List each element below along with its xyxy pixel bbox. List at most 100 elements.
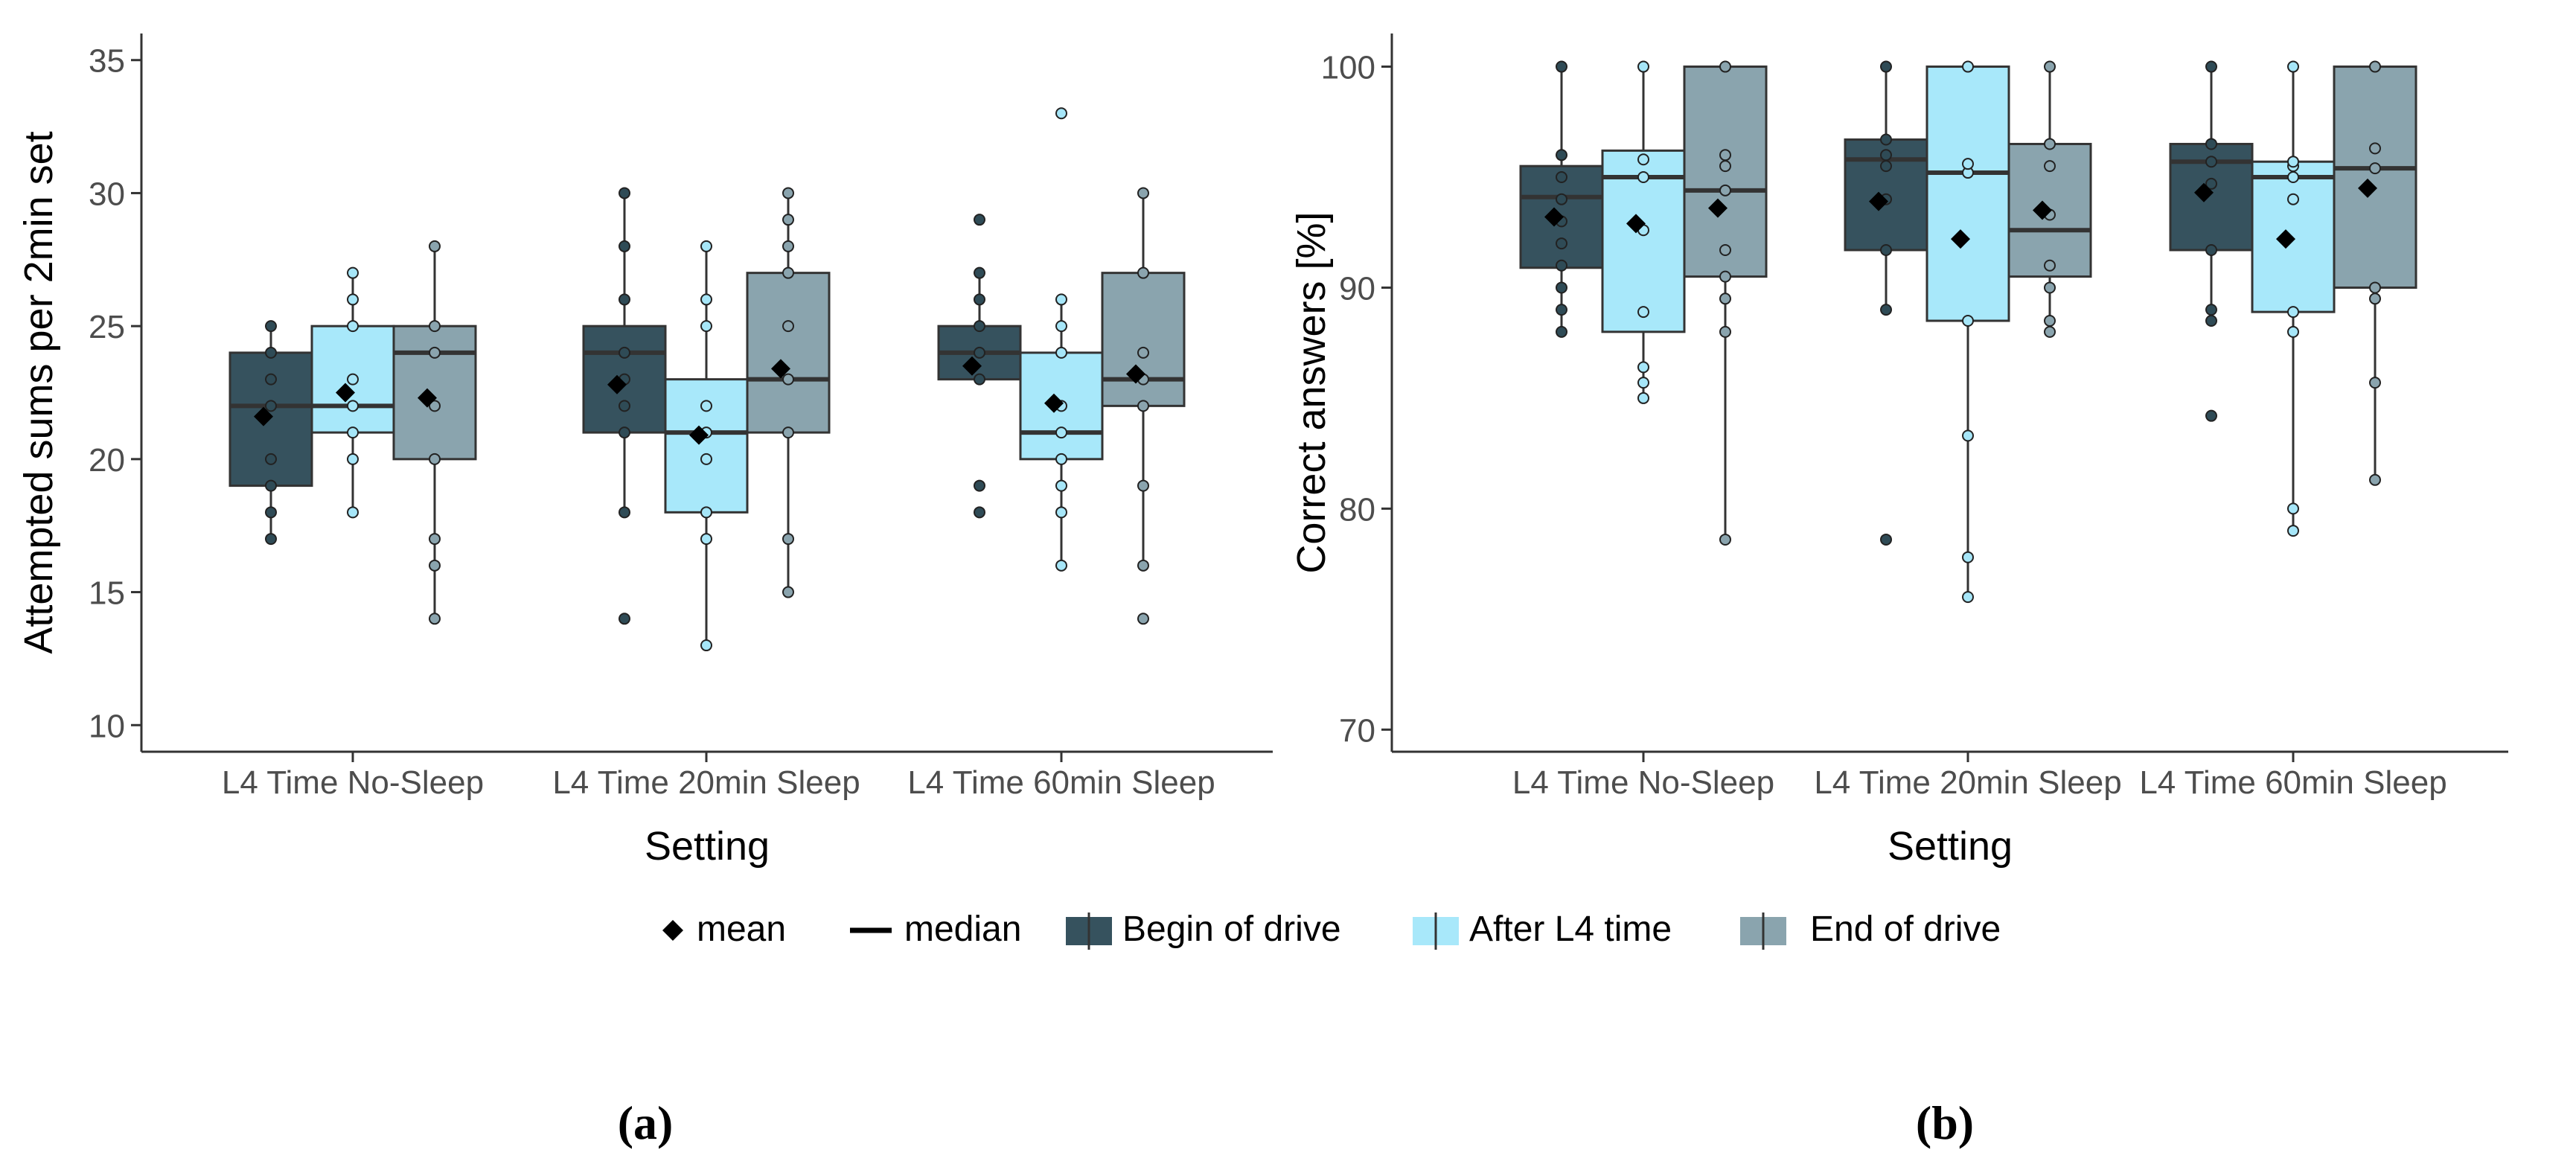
legend-end-label: End of drive (1810, 910, 2001, 949)
panel-b-end-cat1-data-point (1719, 243, 1731, 256)
panel-b-after-cat1-data-point (1637, 306, 1649, 319)
panel-b-after-cat3-data-point (2287, 193, 2299, 205)
panel-a-x-tick-label: L4 Time 20min Sleep (552, 764, 860, 801)
panel-b-after-cat2-data-point (1962, 551, 1974, 563)
panel-a-begin-cat1-mean-marker (254, 406, 273, 426)
panel-b-after-cat3-data-point (2287, 156, 2299, 168)
panel-b-y-tick-label: 100 (1321, 50, 1375, 86)
panel-a-after-cat1-data-point (347, 373, 359, 386)
panel-a-begin-cat3-mean-marker (962, 356, 982, 376)
panel-a-end-cat2-data-point (782, 240, 794, 252)
panel-a-y-axis-title: Attempted sums per 2min set (16, 131, 61, 653)
panel-b-end-cat1-data-point (1719, 533, 1731, 546)
panel-b-end-cat2-data-point (2044, 259, 2056, 272)
panel-b-begin-cat3-data-point (2205, 243, 2217, 256)
panel-a-begin-cat3-data-point (974, 293, 985, 306)
panel-a-end-cat3-mean-marker (1126, 364, 1145, 384)
panel-a-after-cat2-data-point (700, 533, 712, 546)
panel-a-end-cat3-data-point (1137, 346, 1149, 359)
panel-a-x-tick-label: L4 Time No-Sleep (222, 764, 484, 801)
panel-a-begin-cat3-data-point (974, 320, 985, 333)
panel-a-y-tick-label: 35 (89, 43, 125, 80)
panel-b-begin-cat2-data-point (1880, 533, 1892, 546)
panel-b-begin-cat3-data-point (2205, 177, 2217, 190)
panel-a-after-cat3-data-point (1055, 453, 1067, 465)
panel-a-end-cat2-data-point (782, 320, 794, 333)
panel-b-end-cat1-data-point (1719, 160, 1731, 173)
legend: mean median Begin of drive After L4 time… (662, 910, 2001, 950)
panel-a-end-cat2-data-point (782, 187, 794, 199)
panel-b-begin-cat3-mean-marker (2194, 182, 2214, 202)
panel-a-end-cat3-box (1101, 272, 1186, 407)
panel-b-end-cat1-data-point (1719, 184, 1731, 196)
panel-a-after-cat1-data-point (347, 320, 359, 333)
panel-b-end-cat2-data-point (2044, 160, 2056, 173)
panel-a-y-tick-label: 25 (89, 309, 125, 345)
panel-b-begin-cat2-data-point (1880, 304, 1892, 316)
panel-b-begin-cat1-data-point (1556, 237, 1567, 250)
panel-b-x-tick-label: L4 Time No-Sleep (1512, 764, 1774, 801)
panel-a-begin-cat1-data-point (265, 506, 277, 519)
panel-a-end-cat2-data-point (782, 373, 794, 386)
panel-a-begin-cat2-mean-marker (607, 374, 627, 394)
panel-b-x-tick-label: L4 Time 20min Sleep (1814, 764, 2121, 801)
panel-a-after-cat2-data-point (700, 453, 712, 465)
panel-a-after-cat1-data-point (347, 426, 359, 439)
panel-a-begin-cat3-data-point (974, 373, 985, 386)
panel-b-end-cat3-data-point (2369, 473, 2381, 486)
panel-a-begin-cat3-data-point (974, 479, 985, 492)
panel-a-begin-cat2-data-point (619, 187, 630, 199)
panel-a-after-cat2-mean-marker (689, 425, 709, 445)
panel-b-begin-cat2-data-point (1880, 60, 1892, 73)
panel-a-begin-cat2-data-point (619, 240, 630, 252)
panel-a-begin-cat3-data-point (974, 506, 985, 519)
panel-b-end-cat3-data-point (2369, 377, 2381, 389)
panel-b-end-cat2-data-point (2044, 60, 2056, 73)
panel-a-begin-cat3-data-point (974, 214, 985, 226)
panel-b-after-cat2-mean-marker (1951, 229, 1970, 249)
panel-b-end-cat2-data-point (2044, 315, 2056, 327)
panel-b-end-cat3-data-point (2369, 281, 2381, 294)
panel-b-after-cat2-data-point (1962, 158, 1974, 170)
panel-a-begin-cat1-box (228, 351, 313, 488)
panel-b-end-cat3-box (2333, 65, 2417, 289)
panel-a-after-cat1-data-point (347, 293, 359, 306)
panel-b-after-cat2-data-point (1962, 591, 1974, 604)
panel-a-y-tick-label: 30 (89, 176, 125, 212)
panel-a-end-cat1-data-point (429, 240, 441, 252)
panel-b-begin-cat1-mean-marker (1544, 207, 1564, 227)
panel-b-after-cat1-data-point (1637, 391, 1649, 404)
panel-b-begin-cat2-mean-marker (1869, 191, 1888, 211)
panel-b-end-cat1-data-point (1719, 325, 1731, 338)
panel-a-x-tick-label: L4 Time 60min Sleep (907, 764, 1215, 801)
panel-b-end-cat3-data-point (2369, 60, 2381, 73)
panel-a-after-cat3-mean-marker (1044, 393, 1064, 413)
legend-after-key: After L4 time (1413, 910, 1672, 950)
panel-b-end-cat3-data-point (2369, 162, 2381, 175)
panel-a-begin-cat3-data-point (974, 266, 985, 279)
panel-a-end-cat2-data-point (782, 426, 794, 439)
panel-a-end-cat2-data-point (782, 586, 794, 598)
panel-b-begin-cat3-data-point (2205, 156, 2217, 168)
panel-b-begin-cat2-data-point (1880, 160, 1892, 173)
panel-a-y-tick-label: 10 (89, 708, 125, 744)
panel-a-end-cat3-data-point (1137, 559, 1149, 572)
legend-mean-symbol (662, 920, 683, 941)
panel-a-begin-cat1-data-point (265, 320, 277, 333)
panel-a-chart: 10 15 20 25 30 35 L4 Time No-Sleep L4 Time 20mi… (16, 33, 1273, 869)
panel-b-begin-cat1-data-point (1556, 171, 1567, 183)
panel-b-x-tick-label: L4 Time 60min Sleep (2139, 764, 2446, 801)
panel-a-after-cat3-data-point (1055, 479, 1067, 492)
legend-after-label: After L4 time (1469, 910, 1672, 949)
panel-b-after-cat2-box (1925, 65, 2010, 322)
panel-a-after-cat3-data-point (1055, 559, 1067, 572)
panel-b-y-axis-title: Correct answers [%] (1289, 211, 1334, 573)
legend-begin-key: Begin of drive (1066, 910, 1341, 950)
panel-a-end-cat1-box (392, 325, 477, 461)
panel-a-y-tick-label: 15 (89, 575, 125, 612)
panel-b-after-cat3-data-point (2287, 171, 2299, 183)
panel-b-x-axis-title: Setting (1888, 824, 2013, 869)
panel-a-end-cat1-data-point (429, 559, 441, 572)
panel-a-begin-cat1-data-point (265, 453, 277, 465)
legend-end-key: End of drive (1740, 910, 2001, 950)
